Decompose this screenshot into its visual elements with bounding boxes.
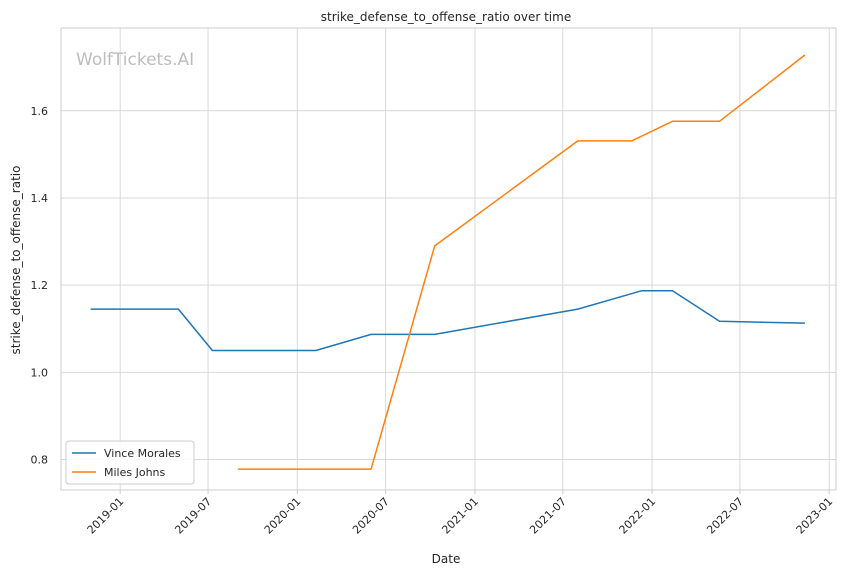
data-point: [577, 140, 579, 142]
data-point: [631, 140, 633, 142]
y-tick-label: 1.0: [31, 366, 49, 379]
data-point: [237, 468, 239, 470]
y-axis-label: strike_defense_to_offense_ratio: [9, 166, 23, 355]
x-tick-label: 2020-07: [350, 495, 392, 537]
data-point: [672, 290, 674, 292]
data-point: [577, 308, 579, 310]
data-point: [719, 321, 721, 323]
plot-frame: [60, 27, 837, 491]
data-point: [719, 120, 721, 122]
series-line-miles-johns: [238, 54, 806, 470]
data-point: [434, 245, 436, 247]
series-layer: [90, 54, 806, 470]
grid: [61, 28, 836, 490]
series-line-vince-morales: [90, 290, 805, 352]
legend-box: [65, 440, 195, 485]
y-tick-label: 1.4: [31, 192, 49, 205]
y-tick-label: 0.8: [31, 453, 49, 466]
legend: Vince Morales Miles Johns: [65, 440, 195, 485]
y-tick-label: 1.2: [31, 279, 49, 292]
data-point: [370, 468, 372, 470]
x-tick-label: 2022-01: [617, 495, 659, 537]
x-tick-label: 2020-01: [262, 495, 304, 537]
data-point: [315, 350, 317, 352]
x-tick-label: 2019-07: [172, 495, 214, 537]
data-point: [212, 350, 214, 352]
data-point: [672, 120, 674, 122]
data-point: [370, 334, 372, 336]
data-point: [804, 54, 806, 56]
chart-title: strike_defense_to_offense_ratio over tim…: [321, 10, 571, 24]
watermark: WolfTickets.AI: [76, 50, 194, 70]
x-tick-label: 2022-07: [704, 495, 746, 537]
x-axis-label: Date: [432, 552, 461, 566]
data-point: [804, 322, 806, 324]
legend-label: Miles Johns: [104, 466, 166, 479]
y-tick-label: 1.6: [31, 105, 49, 118]
data-point: [90, 308, 92, 310]
data-point: [641, 290, 643, 292]
x-tick-label: 2019-01: [85, 495, 127, 537]
x-tick-label: 2021-01: [439, 495, 481, 537]
legend-label: Vince Morales: [104, 447, 181, 460]
data-point: [178, 308, 180, 310]
x-tick-label: 2023-01: [794, 495, 836, 537]
data-point: [434, 334, 436, 336]
x-tick-label: 2021-07: [527, 495, 569, 537]
